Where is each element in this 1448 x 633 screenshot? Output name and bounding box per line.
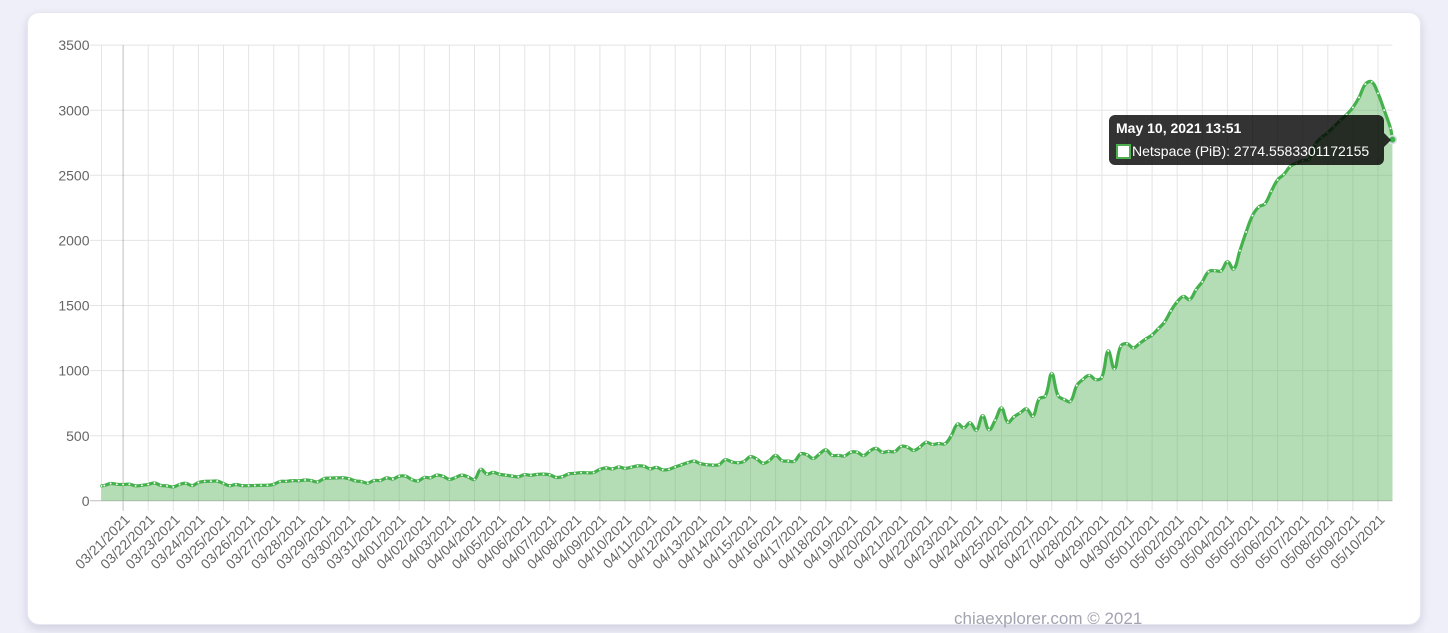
svg-text:1000: 1000: [58, 363, 89, 379]
svg-text:3000: 3000: [58, 102, 89, 118]
svg-text:1500: 1500: [58, 298, 89, 314]
svg-text:500: 500: [66, 428, 90, 444]
svg-text:2000: 2000: [58, 233, 89, 249]
svg-text:0: 0: [82, 493, 90, 509]
svg-text:2500: 2500: [58, 167, 89, 183]
svg-text:3500: 3500: [58, 37, 89, 53]
